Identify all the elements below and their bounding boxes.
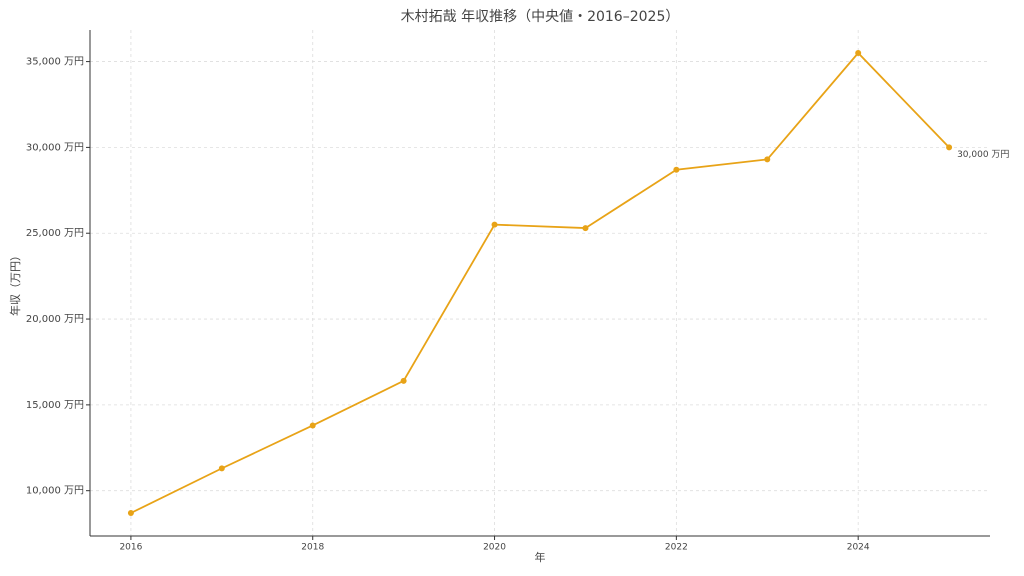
point [764,156,771,163]
point [218,465,225,472]
x-tick-label: 2016 [119,543,142,553]
y-axis-label: 年収（万円） [8,250,22,316]
point [127,510,134,516]
point [400,377,407,384]
point [673,166,680,173]
data-label: 30,000 万円 [957,149,1009,160]
y-tick-label: 20,000 万円 [26,314,84,325]
y-tick-label: 10,000 万円 [26,486,84,497]
chart-title: 木村拓哉 年収推移（中央値・2016–2025） [401,9,680,25]
y-tick-label: 15,000 万円 [26,400,84,411]
y-tick-label: 35,000 万円 [26,57,84,68]
point [309,422,316,429]
point [855,50,862,56]
point [582,225,589,232]
x-axis-label: 年 [535,550,546,564]
x-tick-label: 2018 [301,543,324,553]
y-tick-label: 25,000 万円 [26,228,84,239]
x-tick-label: 2020 [483,543,506,553]
y-tick-label: 30,000 万円 [26,142,84,153]
x-tick-label: 2024 [847,543,870,553]
series-line [130,51,950,514]
x-tick-label: 2022 [665,543,688,553]
point [491,221,498,228]
point [946,144,953,151]
